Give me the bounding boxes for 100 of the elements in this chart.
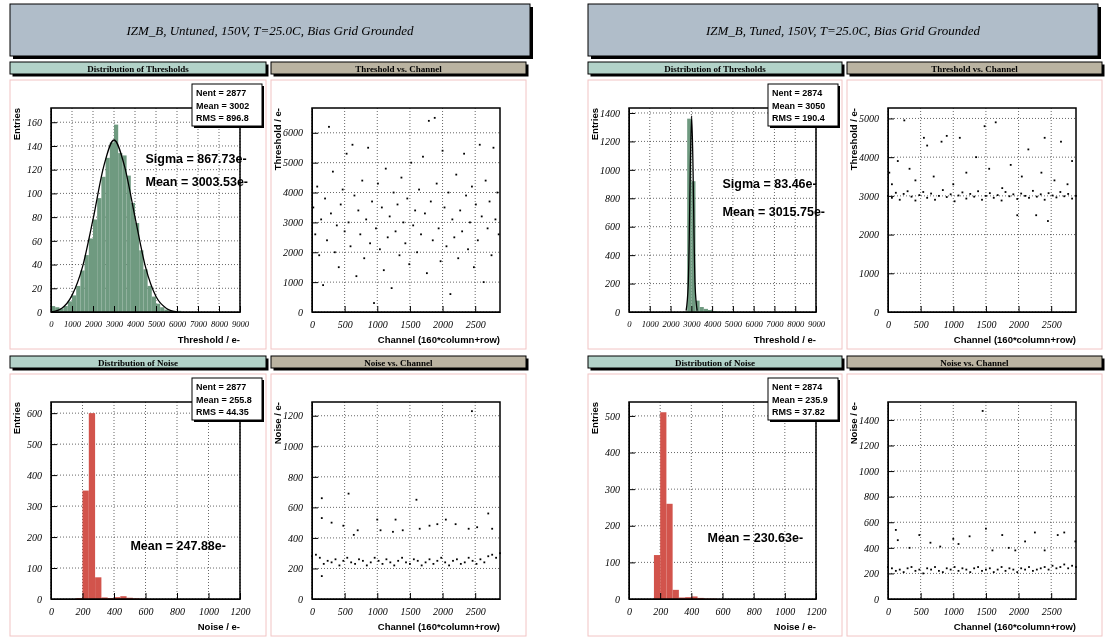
annotation: Mean = 3002 xyxy=(196,100,250,111)
annotation: RMS = 896.8 xyxy=(196,113,249,123)
annotation: Mean = 230.63e- xyxy=(707,530,804,545)
x-tick-label: 6000 xyxy=(745,319,764,330)
x-tick-label: 800 xyxy=(746,606,762,618)
y-tick-label: 200 xyxy=(288,563,303,575)
x-tick-label: 0 xyxy=(49,319,55,330)
y-tick-label: 0 xyxy=(37,593,42,605)
y-tick-label: 400 xyxy=(864,542,879,554)
x-axis-title: Channel (160*column+row) xyxy=(377,334,500,345)
y-tick-label: 160 xyxy=(27,116,42,128)
x-tick-label: 1000 xyxy=(943,606,964,618)
y-tick-label: 600 xyxy=(27,407,42,419)
y-axis-title: Threshold / e- xyxy=(272,108,283,171)
x-tick-label: 8000 xyxy=(787,319,806,330)
annotation: RMS = 44.35 xyxy=(196,407,249,417)
x-tick-label: 1000 xyxy=(199,606,219,618)
x-tick-label: 2500 xyxy=(465,606,486,618)
x-tick-label: 8000 xyxy=(210,319,229,330)
annotation: RMS = 190.4 xyxy=(772,113,825,123)
x-axis-title: Channel (160*column+row) xyxy=(953,334,1076,345)
chart-subtitle: Distribution of Thresholds xyxy=(664,63,767,74)
y-tick-label: 100 xyxy=(27,188,42,200)
y-tick-label: 1400 xyxy=(600,107,620,119)
y-tick-label: 2000 xyxy=(283,246,303,258)
annotation: Mean = 235.9 xyxy=(772,394,828,405)
x-tick-label: 2000 xyxy=(84,319,103,330)
y-tick-label: 800 xyxy=(605,192,620,204)
y-tick-label: 1200 xyxy=(859,440,879,452)
y-tick-label: 1000 xyxy=(283,276,303,288)
y-tick-label: 600 xyxy=(864,516,879,528)
y-tick-label: 400 xyxy=(605,447,620,459)
text: Nent = 2874 xyxy=(772,88,823,98)
x-tick-label: 200 xyxy=(75,606,91,618)
x-axis-title: Noise / e- xyxy=(197,621,240,632)
y-tick-label: 5000 xyxy=(283,157,303,169)
x-tick-label: 0 xyxy=(310,606,315,618)
x-tick-label: 1000 xyxy=(63,319,82,330)
y-tick-label: 500 xyxy=(605,410,620,422)
chart-title: Noise vs. Channel xyxy=(940,357,1010,368)
x-tick-label: 600 xyxy=(138,606,154,618)
y-tick-label: 2000 xyxy=(859,229,879,241)
y-tick-label: 1200 xyxy=(600,136,620,148)
y-tick-label: 40 xyxy=(32,259,42,271)
chart-title: Threshold vs. Channel xyxy=(355,63,443,74)
y-tick-label: 300 xyxy=(604,483,620,495)
x-tick-label: 1500 xyxy=(976,319,997,331)
annotation: RMS = 37.82 xyxy=(772,407,825,417)
y-tick-label: 200 xyxy=(605,520,620,532)
y-tick-label: 400 xyxy=(605,249,620,261)
chart-title: Threshold vs. Channel xyxy=(931,63,1019,74)
y-axis-title: Noise / e- xyxy=(848,402,859,445)
x-tick-label: 500 xyxy=(337,606,353,618)
x-tick-label: 0 xyxy=(627,319,633,330)
x-tick-label: 1000 xyxy=(367,319,388,331)
y-tick-label: 100 xyxy=(27,562,42,574)
x-axis-title: Channel (160*column+row) xyxy=(953,621,1076,632)
y-tick-label: 600 xyxy=(605,221,620,233)
x-tick-label: 600 xyxy=(715,606,731,618)
y-tick-label: 200 xyxy=(864,568,879,580)
x-tick-label: 3000 xyxy=(682,319,702,330)
y-tick-label: 1000 xyxy=(859,465,879,477)
y-axis-title: Entries xyxy=(589,402,600,435)
x-tick-label: 9000 xyxy=(807,319,826,330)
y-tick-label: 3000 xyxy=(858,190,879,202)
annotation: Mean = 3050 xyxy=(772,100,826,111)
y-tick-label: 0 xyxy=(874,593,879,605)
x-tick-label: 1000 xyxy=(943,319,964,331)
x-tick-label: 7000 xyxy=(766,319,785,330)
x-tick-label: 2500 xyxy=(465,319,486,331)
x-tick-label: 6000 xyxy=(168,319,187,330)
y-axis-title: Entries xyxy=(11,108,22,141)
y-tick-label: 1400 xyxy=(859,414,879,426)
x-tick-label: 2000 xyxy=(1009,319,1030,331)
y-tick-label: 1000 xyxy=(859,267,879,279)
x-tick-label: 2000 xyxy=(433,319,454,331)
y-tick-label: 400 xyxy=(288,532,303,544)
y-tick-label: 140 xyxy=(27,140,42,152)
x-tick-label: 400 xyxy=(684,606,700,618)
y-tick-label: 400 xyxy=(27,469,42,481)
x-tick-label: 2000 xyxy=(662,319,681,330)
y-tick-label: 60 xyxy=(32,235,42,247)
chart-subtitle: Distribution of Thresholds xyxy=(87,63,190,74)
y-tick-label: 3000 xyxy=(282,217,303,229)
x-tick-label: 1000 xyxy=(367,606,388,618)
x-tick-label: 4000 xyxy=(704,319,722,330)
y-tick-label: 200 xyxy=(27,531,42,543)
annotation: Mean = 255.8 xyxy=(196,394,252,405)
x-tick-label: 4000 xyxy=(126,319,145,330)
y-axis-title: Noise / e- xyxy=(272,402,283,445)
y-tick-label: 600 xyxy=(288,502,303,514)
x-tick-label: 9000 xyxy=(231,319,250,330)
y-tick-label: 4000 xyxy=(283,187,303,199)
y-tick-label: 200 xyxy=(605,278,620,290)
x-tick-label: 1500 xyxy=(976,606,997,618)
y-tick-label: 800 xyxy=(288,471,303,483)
y-tick-label: 4000 xyxy=(859,151,879,163)
x-tick-label: 0 xyxy=(310,319,315,331)
y-tick-label: 800 xyxy=(864,491,879,503)
y-tick-label: 0 xyxy=(298,593,303,605)
